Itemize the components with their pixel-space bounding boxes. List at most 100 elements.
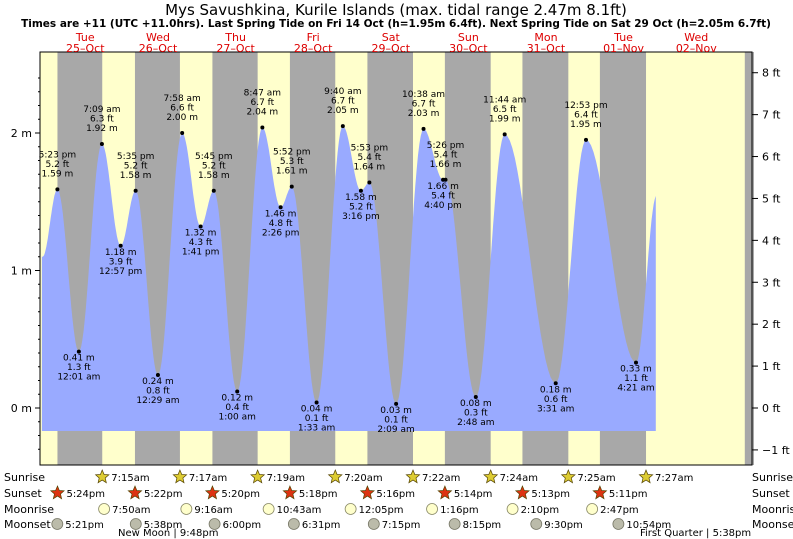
tide-height-m: 0.08 m	[460, 399, 492, 409]
sunrise-time: 7:20am	[344, 473, 382, 484]
tide-height-ft: 6.3 ft	[90, 115, 114, 125]
tide-time: 5:52 pm	[273, 148, 311, 158]
tide-height-ft: 5.4 ft	[358, 153, 382, 163]
moonrise-icon	[180, 503, 193, 515]
day-date: 01–Nov	[603, 42, 644, 55]
chart-subtitle: Times are +11 (UTC +11.0hrs). Last Sprin…	[21, 18, 771, 30]
moonrise-icon	[344, 503, 357, 515]
day-name: Tue	[613, 31, 633, 44]
sunrise-icon	[94, 469, 110, 484]
day-date: 29–Oct	[372, 42, 411, 55]
tide-height-ft: 5.2 ft	[124, 161, 148, 171]
day-name: Thu	[224, 31, 246, 44]
sunrise-time: 7:19am	[267, 473, 305, 484]
tide-height-m: 2.00 m	[166, 113, 198, 123]
tide-height-m: 1.92 m	[86, 124, 118, 134]
tide-height-m: 1.95 m	[570, 120, 602, 130]
moon-phase: First Quarter | 5:38pm	[640, 528, 751, 539]
sunset-time: 5:16pm	[376, 489, 415, 500]
tide-height-ft: 6.4 ft	[574, 110, 598, 120]
tide-point	[235, 389, 240, 394]
tide-time: 12:53 pm	[564, 101, 607, 111]
tide-height-m: 1.18 m	[105, 248, 137, 258]
sunrise-icon	[560, 469, 576, 484]
tide-time: 4:21 am	[617, 384, 654, 394]
day-name: Sun	[458, 31, 479, 44]
right-tick-label: 0 ft	[762, 402, 781, 415]
plot-frame	[39, 51, 753, 466]
astro-row-label-left: Moonset	[4, 518, 51, 531]
moonset-time: 8:15pm	[463, 520, 502, 531]
tide-height-m: 2.05 m	[327, 106, 359, 116]
tide-point	[118, 243, 123, 248]
tide-height-ft: 5.4 ft	[431, 191, 455, 201]
day-date: 25–Oct	[66, 42, 105, 55]
tide-time: 5:35 pm	[117, 152, 155, 162]
tide-height-ft: 0.1 ft	[384, 415, 408, 425]
sunrise-time: 7:15am	[111, 473, 149, 484]
right-tick-label: 5 ft	[762, 192, 781, 205]
tide-time: 1:41 pm	[182, 248, 220, 258]
moonset-icon	[129, 518, 142, 530]
day-band	[646, 52, 745, 465]
tide-height-m: 1.46 m	[265, 209, 297, 219]
moonrise-time: 2:47pm	[600, 505, 639, 516]
tide-point	[340, 124, 345, 129]
sunset-time: 5:24pm	[66, 489, 105, 500]
tide-point	[99, 142, 104, 146]
tide-time: 5:26 pm	[427, 141, 465, 151]
day-name: Tue	[75, 31, 95, 44]
tide-point	[394, 401, 399, 406]
moonset-icon	[367, 518, 380, 530]
right-tick-label: 2 ft	[762, 318, 781, 331]
astro-row-label-right: Sunset	[752, 487, 790, 500]
tide-height-ft: 0.3 ft	[464, 409, 488, 419]
tide-height-ft: 5.2 ft	[202, 161, 226, 171]
sunset-time: 5:22pm	[144, 489, 183, 500]
tide-height-m: 1.66 m	[430, 160, 462, 170]
tide-point	[55, 187, 60, 192]
tide-time: 5:23 pm	[39, 150, 77, 160]
astro-row-label-left: Moonrise	[4, 503, 54, 516]
tide-height-m: 1.99 m	[489, 114, 521, 124]
moonset-time: 7:15pm	[382, 520, 421, 531]
tide-time: 2:09 am	[377, 425, 414, 435]
tide-time: 1:33 am	[298, 424, 335, 434]
tide-time: 10:38 am	[402, 90, 445, 100]
sunset-icon	[49, 485, 65, 500]
moonset-time: 9:30pm	[544, 520, 583, 531]
moonrise-time: 1:16pm	[440, 505, 479, 516]
day-date: 31–Oct	[527, 42, 566, 55]
day-date: 26–Oct	[139, 42, 178, 55]
sunrise-time: 7:25am	[577, 473, 615, 484]
moonset-icon	[51, 518, 64, 530]
day-name: Wed	[684, 31, 708, 44]
right-tick-label: 1 ft	[762, 360, 781, 373]
tide-point	[133, 188, 138, 193]
tide-height-m: 2.03 m	[408, 109, 440, 119]
right-tick-label: 4 ft	[762, 234, 781, 247]
tide-time: 12:57 pm	[99, 267, 142, 277]
moon-phase: New Moon | 9:48pm	[118, 528, 218, 539]
tide-height-ft: 1.3 ft	[67, 363, 91, 373]
tide-time: 2:48 am	[457, 418, 494, 428]
right-tick-label: 7 ft	[762, 109, 781, 122]
tide-height-ft: 5.4 ft	[434, 150, 458, 160]
moonrise-time: 12:05pm	[359, 505, 404, 516]
left-tick-label: 2 m	[11, 127, 32, 140]
astro-row-label-right: Moonrise	[752, 503, 793, 516]
sunrise-icon	[327, 469, 343, 484]
moonrise-time: 10:43am	[277, 505, 322, 516]
day-date: 27–Oct	[216, 42, 255, 55]
tide-height-ft: 0.6 ft	[544, 395, 568, 405]
astro-row-label-left: Sunset	[4, 487, 42, 500]
tide-height-ft: 6.7 ft	[412, 99, 436, 109]
tide-point	[553, 381, 558, 386]
tide-height-ft: 6.6 ft	[170, 104, 194, 114]
day-date: 02–Nov	[676, 42, 717, 55]
moonrise-icon	[98, 503, 111, 515]
tide-point	[180, 131, 185, 135]
sunset-icon	[204, 485, 220, 500]
tide-point	[583, 137, 588, 142]
